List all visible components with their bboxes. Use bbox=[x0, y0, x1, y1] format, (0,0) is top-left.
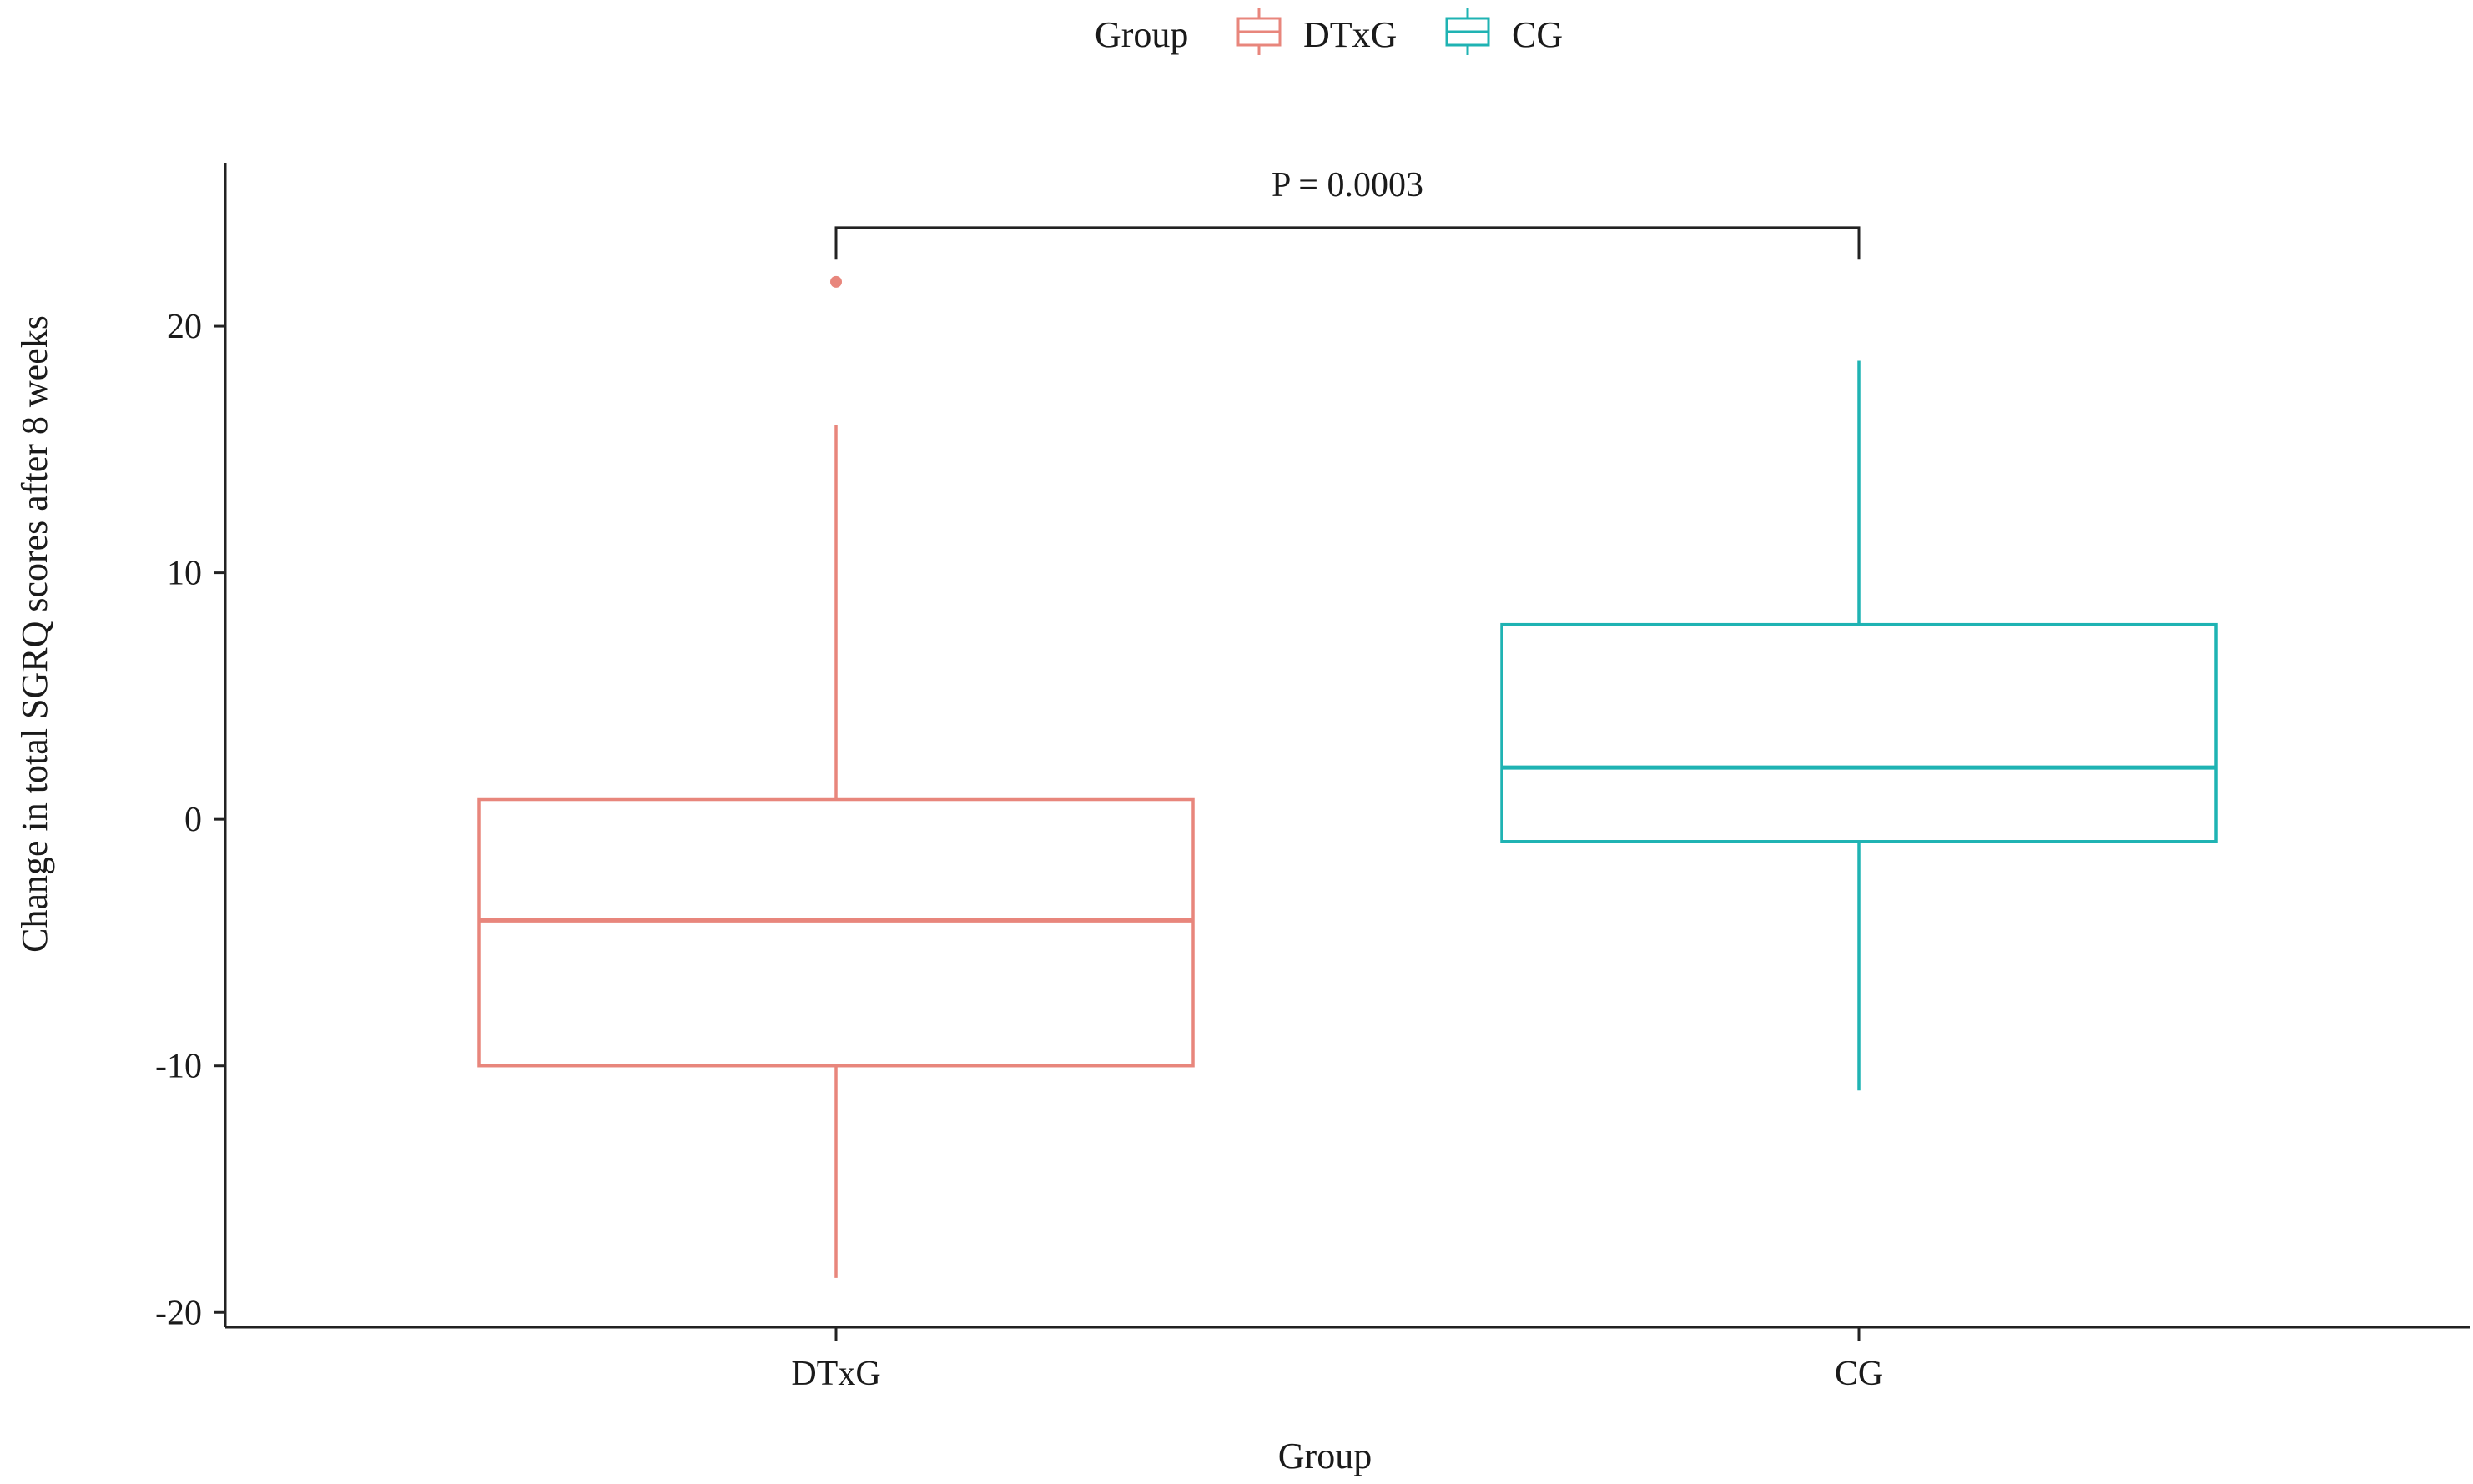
y-ticks: 20 10 0 -10 -20 bbox=[155, 308, 225, 1332]
y-tick-label: 0 bbox=[184, 801, 202, 839]
legend-item-dtxg: DTxG bbox=[1236, 8, 1397, 55]
legend-entries: DTxG CG bbox=[1236, 8, 1563, 55]
y-tick-label: 10 bbox=[167, 555, 202, 593]
legend-title: Group bbox=[1095, 14, 1188, 55]
significance-annotation: P = 0.0003 bbox=[834, 166, 1861, 260]
p-value-label: P = 0.0003 bbox=[1272, 166, 1423, 204]
x-ticks: DTxG CG bbox=[791, 1327, 1883, 1393]
y-tick-label: -20 bbox=[155, 1294, 202, 1332]
box-cg bbox=[1500, 360, 2218, 1091]
iqr-box bbox=[1500, 622, 2218, 843]
y-tick-label: -10 bbox=[155, 1048, 202, 1086]
box-dtxg bbox=[477, 275, 1195, 1278]
y-axis-title: Change in total SGRQ scores after 8 week… bbox=[14, 315, 55, 953]
iqr-box bbox=[477, 797, 1195, 1068]
outlier-point bbox=[830, 275, 842, 288]
axes: 20 10 0 -10 -20 DTxG CG bbox=[155, 163, 2470, 1393]
x-axis-title: Group bbox=[1278, 1436, 1372, 1476]
x-tick-label: DTxG bbox=[791, 1355, 880, 1393]
x-tick-label: CG bbox=[1835, 1355, 1883, 1393]
legend-label: DTxG bbox=[1303, 14, 1397, 55]
significance-bracket bbox=[834, 226, 1861, 260]
boxes bbox=[477, 275, 2218, 1278]
y-tick-label: 20 bbox=[167, 308, 202, 346]
legend: Group DTxG CG bbox=[1095, 8, 1563, 55]
legend-label: CG bbox=[1512, 14, 1563, 55]
legend-item-cg: CG bbox=[1445, 8, 1563, 55]
